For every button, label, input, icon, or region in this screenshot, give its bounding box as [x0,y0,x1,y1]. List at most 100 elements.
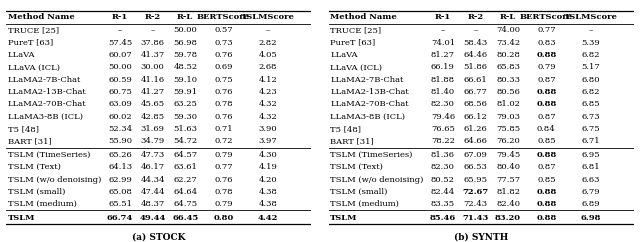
Text: 64.13: 64.13 [108,163,132,171]
Text: 0.73: 0.73 [214,39,233,47]
Text: R-L: R-L [177,14,193,22]
Text: –: – [150,26,155,34]
Text: 66.53: 66.53 [463,163,488,171]
Text: 0.79: 0.79 [537,63,556,71]
Text: 2.68: 2.68 [259,63,277,71]
Text: 66.74: 66.74 [107,214,133,222]
Text: 83.35: 83.35 [431,200,455,208]
Text: 6.95: 6.95 [581,151,600,159]
Text: 46.17: 46.17 [141,163,164,171]
Text: 59.78: 59.78 [173,51,197,59]
Text: TSLM: TSLM [8,214,35,222]
Text: LLaVA (ICL): LLaVA (ICL) [8,63,60,71]
Text: 64.66: 64.66 [463,137,488,145]
Text: 0.76: 0.76 [214,51,233,59]
Text: 59.10: 59.10 [173,76,197,84]
Text: 3.97: 3.97 [259,137,277,145]
Text: 66.45: 66.45 [172,214,198,222]
Text: 81.40: 81.40 [431,88,455,96]
Text: LLaVA: LLaVA [8,51,35,59]
Text: LLaMA3-8B (ICL): LLaMA3-8B (ICL) [330,113,405,121]
Text: 0.85: 0.85 [537,176,556,184]
Text: 4.38: 4.38 [259,188,277,196]
Text: TSLM (TimeSeries): TSLM (TimeSeries) [330,151,413,159]
Text: BART [31]: BART [31] [8,137,51,145]
Text: –: – [588,26,593,34]
Text: 4.23: 4.23 [259,88,277,96]
Text: 6.73: 6.73 [581,113,600,121]
Text: 60.75: 60.75 [108,88,132,96]
Text: 81.02: 81.02 [496,100,520,108]
Text: 82.44: 82.44 [431,188,455,196]
Text: 0.79: 0.79 [214,200,233,208]
Text: 41.27: 41.27 [141,88,164,96]
Text: 41.16: 41.16 [141,76,164,84]
Text: 60.07: 60.07 [108,51,132,59]
Text: 0.75: 0.75 [214,76,233,84]
Text: TSLM (small): TSLM (small) [330,188,388,196]
Text: 82.30: 82.30 [431,163,455,171]
Text: LLaMA3-8B (ICL): LLaMA3-8B (ICL) [8,113,83,121]
Text: 64.75: 64.75 [173,200,197,208]
Text: 66.61: 66.61 [463,76,487,84]
Text: TSLMScore: TSLMScore [241,14,295,22]
Text: 4.05: 4.05 [259,51,277,59]
Text: T5 [48]: T5 [48] [8,125,38,133]
Text: 37.86: 37.86 [141,39,164,47]
Text: R-2: R-2 [467,14,483,22]
Text: TRUCE [25]: TRUCE [25] [330,26,381,34]
Text: 0.83: 0.83 [537,39,556,47]
Text: 6.71: 6.71 [581,137,600,145]
Text: 3.90: 3.90 [259,125,277,133]
Text: –: – [118,26,122,34]
Text: 34.79: 34.79 [141,137,165,145]
Text: 0.79: 0.79 [214,151,233,159]
Text: 0.88: 0.88 [536,100,557,108]
Text: 74.01: 74.01 [431,39,455,47]
Text: 6.81: 6.81 [581,163,600,171]
Text: 66.19: 66.19 [431,63,455,71]
Text: 79.03: 79.03 [496,113,520,121]
Text: (b) SYNTH: (b) SYNTH [454,233,509,242]
Text: TSLM (medium): TSLM (medium) [8,200,77,208]
Text: 0.76: 0.76 [214,113,233,121]
Text: 57.45: 57.45 [108,39,132,47]
Text: TSLM (Text): TSLM (Text) [330,163,383,171]
Text: 6.80: 6.80 [581,76,600,84]
Text: (a) STOCK: (a) STOCK [132,233,186,242]
Text: PureT [63]: PureT [63] [8,39,53,47]
Text: 63.61: 63.61 [173,163,197,171]
Text: LLaMA2-13B-Chat: LLaMA2-13B-Chat [8,88,86,96]
Text: 0.57: 0.57 [214,26,233,34]
Text: R-1: R-1 [435,14,451,22]
Text: 31.69: 31.69 [141,125,164,133]
Text: 72.67: 72.67 [462,188,488,196]
Text: R-2: R-2 [145,14,161,22]
Text: 0.88: 0.88 [536,200,557,208]
Text: 4.38: 4.38 [259,200,277,208]
Text: 60.59: 60.59 [108,76,132,84]
Text: 78.22: 78.22 [431,137,455,145]
Text: 79.45: 79.45 [496,151,520,159]
Text: 52.34: 52.34 [108,125,132,133]
Text: 5.39: 5.39 [581,39,600,47]
Text: 56.98: 56.98 [173,39,197,47]
Text: 77.57: 77.57 [496,176,520,184]
Text: 51.63: 51.63 [173,125,197,133]
Text: 65.51: 65.51 [108,200,132,208]
Text: LLaMA2-7B-Chat: LLaMA2-7B-Chat [8,76,81,84]
Text: LLaMA2-13B-Chat: LLaMA2-13B-Chat [330,88,409,96]
Text: TSLM (Text): TSLM (Text) [8,163,61,171]
Text: TSLM (TimeSeries): TSLM (TimeSeries) [8,151,90,159]
Text: 64.57: 64.57 [173,151,197,159]
Text: 0.85: 0.85 [537,137,556,145]
Text: 60.02: 60.02 [108,113,132,121]
Text: 42.85: 42.85 [141,113,164,121]
Text: 0.88: 0.88 [536,51,557,59]
Text: 48.52: 48.52 [173,63,197,71]
Text: R-L: R-L [500,14,516,22]
Text: 30.00: 30.00 [141,63,164,71]
Text: 48.37: 48.37 [141,200,165,208]
Text: 82.40: 82.40 [496,200,520,208]
Text: 4.32: 4.32 [259,113,277,121]
